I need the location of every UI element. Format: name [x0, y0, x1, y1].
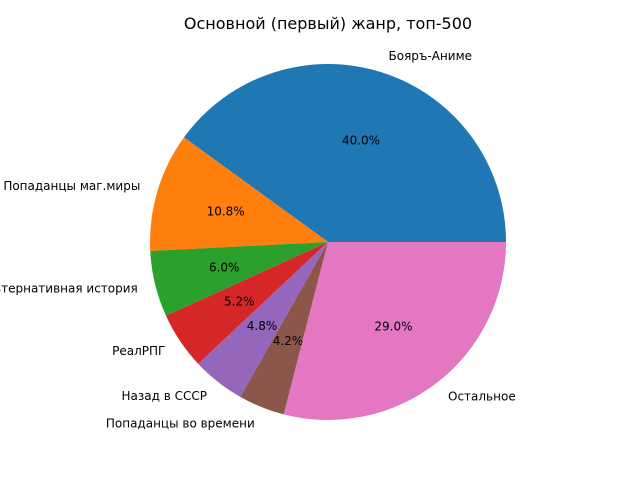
pie-slice: [283, 242, 506, 421]
slice-category-label: Назад в СССР: [122, 389, 207, 403]
pie-slice: [166, 242, 328, 364]
pie-slice: [150, 242, 328, 316]
slice-percent-label: 5.2%: [224, 294, 255, 308]
slice-percent-label: 40.0%: [342, 133, 380, 147]
pie-slice: [183, 64, 506, 242]
chart-title: Основной (первый) жанр, топ-500: [183, 14, 473, 33]
slice-category-label: Попаданцы маг.миры: [3, 179, 140, 193]
slice-percent-label: 4.8%: [247, 319, 278, 333]
slice-category-label: Альтернативная история: [0, 281, 138, 295]
slice-percent-label: 29.0%: [374, 319, 412, 333]
slice-category-label: Попаданцы во времени: [106, 417, 255, 431]
slice-percent-label: 10.8%: [207, 205, 245, 219]
pie-slice: [198, 242, 328, 397]
slice-percent-label: 6.0%: [209, 260, 240, 274]
slice-percent-label: 4.2%: [273, 334, 304, 348]
slice-category-label: РеалРПГ: [112, 344, 165, 358]
slice-category-label: Бояръ-Аниме: [389, 49, 473, 63]
pie-slice: [240, 242, 328, 415]
slice-category-label: Остальное: [448, 390, 516, 404]
pie-slice: [150, 137, 328, 251]
